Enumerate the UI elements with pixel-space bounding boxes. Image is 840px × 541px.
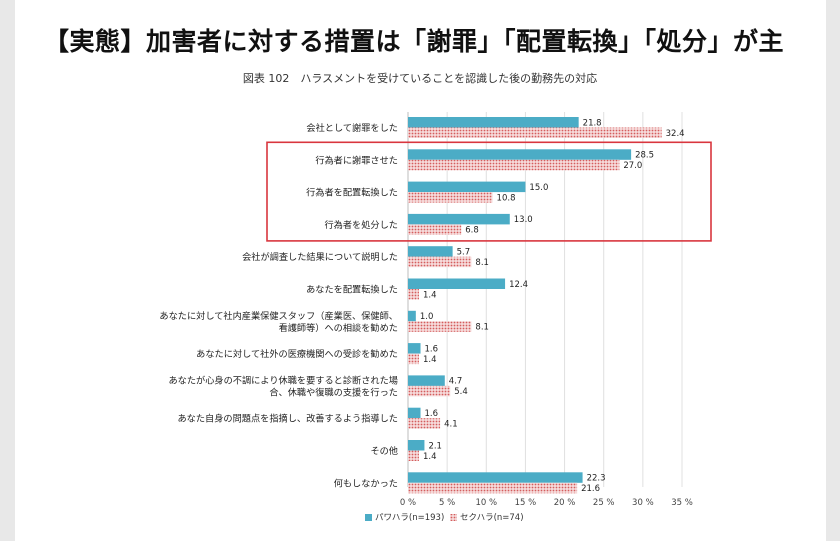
category-labels: 会社として謝罪をした行為者に謝罪させた行為者を配置転換した行為者を処分した会社が… <box>159 122 398 489</box>
value-label: 1.4 <box>423 290 437 300</box>
value-label: 6.8 <box>465 226 479 236</box>
legend-swatch-sekuhara <box>450 514 457 521</box>
x-tick-label: 0 % <box>400 498 416 508</box>
bar-sekuhara <box>408 482 578 494</box>
bar-sekuhara <box>408 289 419 300</box>
bar-sekuhara <box>408 385 451 397</box>
value-label: 8.1 <box>475 323 489 333</box>
value-label: 27.0 <box>623 161 642 171</box>
value-label: 1.0 <box>420 312 434 322</box>
bar-pawahara <box>408 181 526 193</box>
bar-pawahara <box>408 407 421 419</box>
value-label: 1.6 <box>425 409 439 419</box>
frame-left <box>0 0 15 541</box>
bars <box>408 117 662 494</box>
category-label: あなたに対して社内産業保健スタッフ（産業医、保健師、 <box>159 310 398 322</box>
bar-sekuhara <box>408 256 472 268</box>
bar-pawahara <box>408 310 416 322</box>
x-tick-label: 35 % <box>671 498 693 508</box>
legend-label-pawahara: パワハラ(n=193) <box>375 513 444 523</box>
bar-sekuhara <box>408 321 472 332</box>
bar-pawahara <box>408 117 579 128</box>
bar-sekuhara <box>408 418 441 429</box>
bar-pawahara <box>408 343 421 354</box>
bar-sekuhara <box>408 159 620 171</box>
legend: パワハラ(n=193) セクハラ(n=74) <box>365 513 524 523</box>
value-label: 32.4 <box>666 129 685 139</box>
value-label: 28.5 <box>635 151 654 161</box>
value-label: 15.0 <box>529 183 548 193</box>
bar-pawahara <box>408 149 632 160</box>
value-label: 5.4 <box>454 387 468 397</box>
value-label: 5.7 <box>457 248 471 258</box>
highlight-box <box>266 141 712 242</box>
headline: 【実態】加害者に対する措置は「謝罪」「配置転換」「処分」が主 <box>44 27 785 56</box>
category-label: あなたに対して社外の医療機関への受診を勧めた <box>196 348 398 360</box>
value-label: 12.4 <box>509 280 528 290</box>
category-label: あなたを配置転換した <box>306 284 398 296</box>
value-label: 21.6 <box>581 484 600 494</box>
value-label: 2.1 <box>428 441 442 451</box>
x-tick-label: 30 % <box>632 498 654 508</box>
value-label: 10.8 <box>497 193 516 203</box>
bar-sekuhara <box>408 353 419 365</box>
x-tick-label: 10 % <box>475 498 497 508</box>
bar-sekuhara <box>408 192 493 203</box>
bar-sekuhara <box>408 127 662 138</box>
bar-pawahara <box>408 213 510 225</box>
category-label: 会社が調査した結果について説明した <box>242 251 398 263</box>
x-tick-label: 20 % <box>554 498 576 508</box>
category-label: 何もしなかった <box>334 477 398 489</box>
x-tick-label: 15 % <box>515 498 537 508</box>
category-label: 行為者に謝罪させた <box>315 154 398 166</box>
value-label: 4.1 <box>444 420 458 430</box>
category-label: 合、休職や復職の支援を行った <box>269 386 398 398</box>
bar-pawahara <box>408 472 583 483</box>
x-tick-label: 25 % <box>593 498 615 508</box>
chart-title: 図表 102 ハラスメントを受けていることを認識した後の勤務先の対応 <box>242 72 598 85</box>
value-label: 21.8 <box>583 118 602 128</box>
category-label: あなたが心身の不調により休職を要すると診断された場 <box>168 374 398 386</box>
category-label: 看護師等）への相談を勧めた <box>279 322 398 334</box>
bar-pawahara <box>408 246 453 257</box>
bar-pawahara <box>408 375 445 386</box>
x-tick-label: 5 % <box>439 498 455 508</box>
value-label: 8.1 <box>475 258 489 268</box>
bar-sekuhara <box>408 450 419 461</box>
category-label: 会社として謝罪をした <box>306 122 398 134</box>
value-label: 4.7 <box>449 377 463 387</box>
bar-pawahara <box>408 440 425 451</box>
value-label: 1.6 <box>425 344 439 354</box>
value-label: 1.4 <box>423 355 437 365</box>
x-axis-ticks: 0 % 5 % 10 % 15 % 20 % 25 % 30 % 35 % <box>400 498 693 508</box>
value-labels: 21.8 32.4 28.527.0 15.0 10.8 13.0 6.8 5.7 8.1 12.… <box>420 118 685 494</box>
value-label: 22.3 <box>587 474 606 484</box>
legend-label-sekuhara: セクハラ(n=74) <box>460 513 524 523</box>
frame-right <box>826 0 840 541</box>
highlight-rect <box>266 141 712 242</box>
value-label: 1.4 <box>423 452 437 462</box>
category-label: 行為者を配置転換した <box>306 187 398 199</box>
bar-pawahara <box>408 278 506 289</box>
category-label: 行為者を処分した <box>325 219 399 231</box>
category-label: その他 <box>370 445 398 457</box>
legend-swatch-pawahara <box>365 514 372 521</box>
category-label: あなた自身の問題点を指摘し、改善するよう指導した <box>178 413 399 425</box>
value-label: 13.0 <box>514 215 533 225</box>
bar-sekuhara <box>408 224 462 235</box>
